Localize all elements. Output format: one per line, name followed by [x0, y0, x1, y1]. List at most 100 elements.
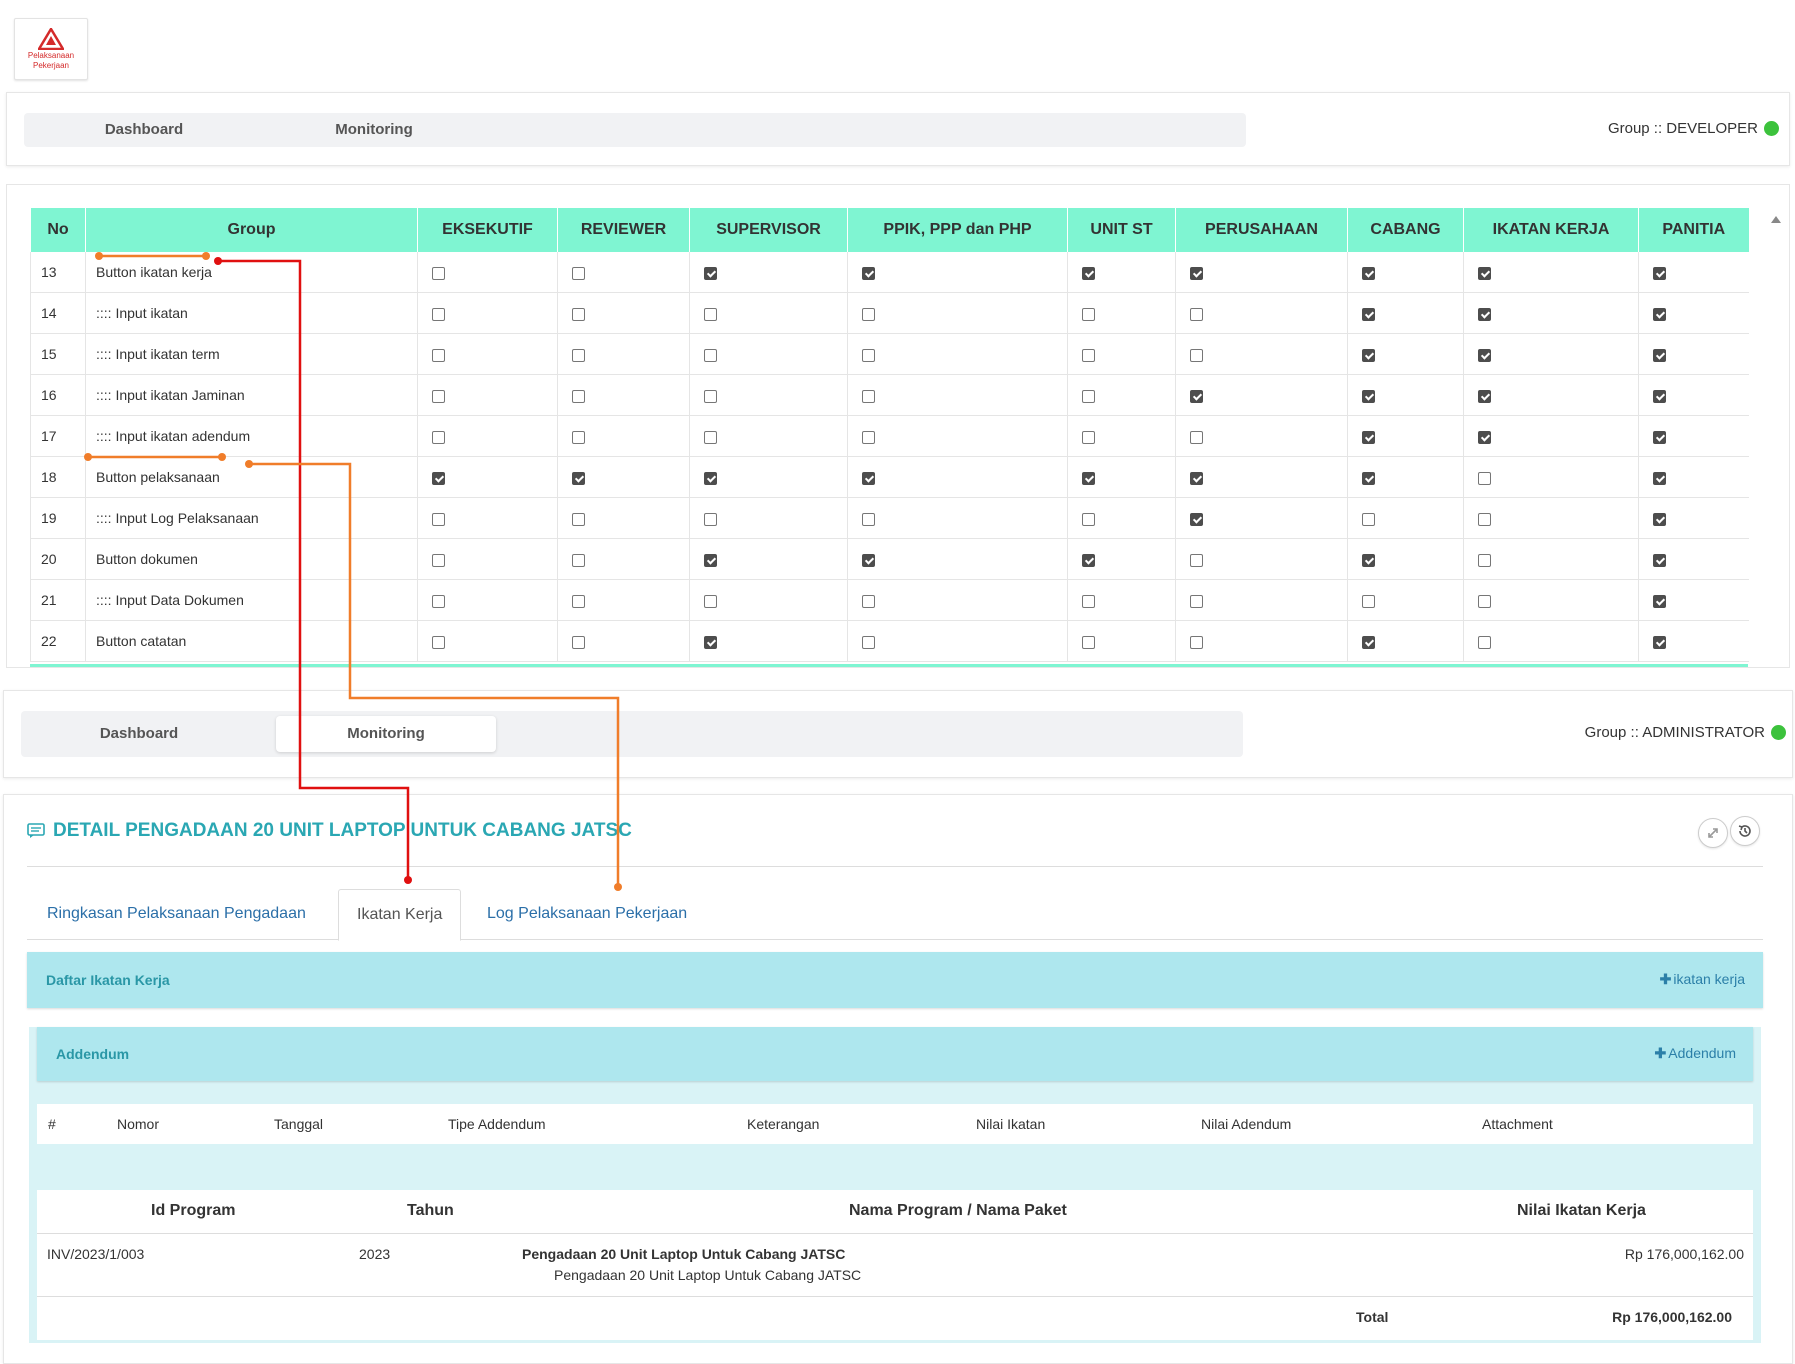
- permission-checkbox-panitia[interactable]: [1653, 430, 1666, 444]
- nav-tab-dashboard[interactable]: Dashboard: [104, 121, 184, 138]
- permission-checkbox-eksekutif[interactable]: [432, 594, 445, 608]
- permission-checkbox-ppik[interactable]: [862, 594, 875, 608]
- app-logo[interactable]: Pelaksanaan Pekerjaan: [14, 18, 88, 80]
- permission-checkbox-supervisor[interactable]: [704, 471, 717, 485]
- permission-checkbox-ppik[interactable]: [862, 266, 875, 280]
- permission-checkbox-ppik[interactable]: [862, 553, 875, 567]
- permission-checkbox-ikatan-kerja[interactable]: [1478, 635, 1491, 649]
- permission-checkbox-cabang[interactable]: [1362, 512, 1375, 526]
- permission-checkbox-eksekutif[interactable]: [432, 553, 445, 567]
- permission-checkbox-supervisor[interactable]: [704, 553, 717, 567]
- permission-checkbox-reviewer[interactable]: [572, 635, 585, 649]
- permission-checkbox-supervisor[interactable]: [704, 635, 717, 649]
- permission-checkbox-supervisor[interactable]: [704, 594, 717, 608]
- permission-checkbox-cabang[interactable]: [1362, 553, 1375, 567]
- permission-checkbox-eksekutif[interactable]: [432, 512, 445, 526]
- permission-checkbox-ikatan-kerja[interactable]: [1478, 553, 1491, 567]
- permission-checkbox-ikatan-kerja[interactable]: [1478, 471, 1491, 485]
- tab-ikatan-kerja[interactable]: Ikatan Kerja: [338, 889, 462, 941]
- permission-checkbox-cabang[interactable]: [1362, 471, 1375, 485]
- permission-checkbox-panitia[interactable]: [1653, 471, 1666, 485]
- permission-checkbox-reviewer[interactable]: [572, 266, 585, 280]
- permission-checkbox-reviewer[interactable]: [572, 512, 585, 526]
- permission-checkbox-unit-st[interactable]: [1082, 471, 1095, 485]
- permission-checkbox-supervisor[interactable]: [704, 348, 717, 362]
- permission-checkbox-ikatan-kerja[interactable]: [1478, 389, 1491, 403]
- add-ikatan-kerja-button[interactable]: ✚ ikatan kerja: [1660, 971, 1745, 988]
- permission-checkbox-ikatan-kerja[interactable]: [1478, 430, 1491, 444]
- permission-checkbox-unit-st[interactable]: [1082, 553, 1095, 567]
- permission-checkbox-supervisor[interactable]: [704, 512, 717, 526]
- permission-checkbox-eksekutif[interactable]: [432, 389, 445, 403]
- permission-checkbox-unit-st[interactable]: [1082, 430, 1095, 444]
- history-button[interactable]: [1730, 816, 1760, 846]
- permission-checkbox-ppik[interactable]: [862, 635, 875, 649]
- add-addendum-button[interactable]: ✚ Addendum: [1655, 1045, 1736, 1062]
- permission-checkbox-unit-st[interactable]: [1082, 594, 1095, 608]
- scroll-up-icon[interactable]: [1771, 216, 1781, 223]
- permission-checkbox-eksekutif[interactable]: [432, 348, 445, 362]
- permission-checkbox-ppik[interactable]: [862, 389, 875, 403]
- permission-checkbox-panitia[interactable]: [1653, 389, 1666, 403]
- permission-checkbox-perusahaan[interactable]: [1190, 553, 1203, 567]
- permission-checkbox-eksekutif[interactable]: [432, 307, 445, 321]
- permission-checkbox-perusahaan[interactable]: [1190, 471, 1203, 485]
- permission-checkbox-perusahaan[interactable]: [1190, 512, 1203, 526]
- permission-checkbox-cabang[interactable]: [1362, 635, 1375, 649]
- permission-checkbox-supervisor[interactable]: [704, 430, 717, 444]
- permission-checkbox-panitia[interactable]: [1653, 307, 1666, 321]
- permission-checkbox-unit-st[interactable]: [1082, 348, 1095, 362]
- permission-checkbox-reviewer[interactable]: [572, 471, 585, 485]
- permission-checkbox-reviewer[interactable]: [572, 430, 585, 444]
- permission-checkbox-reviewer[interactable]: [572, 307, 585, 321]
- permission-checkbox-unit-st[interactable]: [1082, 266, 1095, 280]
- permission-checkbox-supervisor[interactable]: [704, 389, 717, 403]
- permission-checkbox-cabang[interactable]: [1362, 348, 1375, 362]
- nav-tab-monitoring[interactable]: Monitoring: [335, 121, 413, 138]
- permission-checkbox-perusahaan[interactable]: [1190, 635, 1203, 649]
- nav-tab-monitoring-2[interactable]: Monitoring: [276, 716, 496, 752]
- permission-checkbox-ppik[interactable]: [862, 430, 875, 444]
- permission-checkbox-cabang[interactable]: [1362, 594, 1375, 608]
- permission-checkbox-eksekutif[interactable]: [432, 471, 445, 485]
- permission-checkbox-ikatan-kerja[interactable]: [1478, 348, 1491, 362]
- permission-checkbox-perusahaan[interactable]: [1190, 389, 1203, 403]
- permission-checkbox-cabang[interactable]: [1362, 266, 1375, 280]
- permission-checkbox-ikatan-kerja[interactable]: [1478, 266, 1491, 280]
- permission-checkbox-eksekutif[interactable]: [432, 635, 445, 649]
- expand-button[interactable]: [1698, 818, 1728, 848]
- permission-checkbox-ikatan-kerja[interactable]: [1478, 307, 1491, 321]
- tab-ringkasan[interactable]: Ringkasan Pelaksanaan Pengadaan: [47, 905, 306, 922]
- permission-checkbox-supervisor[interactable]: [704, 266, 717, 280]
- tab-log-pelaksanaan[interactable]: Log Pelaksanaan Pekerjaan: [487, 905, 688, 922]
- permission-checkbox-perusahaan[interactable]: [1190, 348, 1203, 362]
- permission-checkbox-panitia[interactable]: [1653, 348, 1666, 362]
- permission-checkbox-ppik[interactable]: [862, 348, 875, 362]
- permission-checkbox-unit-st[interactable]: [1082, 389, 1095, 403]
- permission-checkbox-perusahaan[interactable]: [1190, 307, 1203, 321]
- permission-checkbox-unit-st[interactable]: [1082, 635, 1095, 649]
- permission-checkbox-perusahaan[interactable]: [1190, 430, 1203, 444]
- permission-checkbox-ppik[interactable]: [862, 307, 875, 321]
- permission-checkbox-perusahaan[interactable]: [1190, 266, 1203, 280]
- permission-checkbox-cabang[interactable]: [1362, 389, 1375, 403]
- permission-checkbox-panitia[interactable]: [1653, 553, 1666, 567]
- permission-checkbox-perusahaan[interactable]: [1190, 594, 1203, 608]
- permission-checkbox-ppik[interactable]: [862, 512, 875, 526]
- permission-checkbox-reviewer[interactable]: [572, 389, 585, 403]
- permission-checkbox-eksekutif[interactable]: [432, 266, 445, 280]
- permission-checkbox-eksekutif[interactable]: [432, 430, 445, 444]
- permission-checkbox-ikatan-kerja[interactable]: [1478, 512, 1491, 526]
- permission-checkbox-supervisor[interactable]: [704, 307, 717, 321]
- permission-checkbox-cabang[interactable]: [1362, 430, 1375, 444]
- permission-checkbox-reviewer[interactable]: [572, 553, 585, 567]
- permission-checkbox-reviewer[interactable]: [572, 594, 585, 608]
- permission-checkbox-ppik[interactable]: [862, 471, 875, 485]
- permission-checkbox-reviewer[interactable]: [572, 348, 585, 362]
- permission-checkbox-panitia[interactable]: [1653, 512, 1666, 526]
- permission-checkbox-unit-st[interactable]: [1082, 512, 1095, 526]
- permission-checkbox-ikatan-kerja[interactable]: [1478, 594, 1491, 608]
- permission-checkbox-panitia[interactable]: [1653, 635, 1666, 649]
- permission-checkbox-panitia[interactable]: [1653, 594, 1666, 608]
- permission-checkbox-unit-st[interactable]: [1082, 307, 1095, 321]
